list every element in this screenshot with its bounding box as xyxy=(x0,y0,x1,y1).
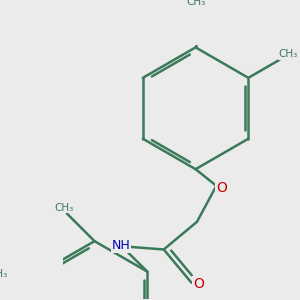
Text: NH: NH xyxy=(112,239,130,252)
Text: CH₃: CH₃ xyxy=(55,203,74,213)
Text: CH₃: CH₃ xyxy=(186,0,205,7)
Text: O: O xyxy=(193,277,204,291)
Text: CH₃: CH₃ xyxy=(0,269,7,279)
Text: CH₃: CH₃ xyxy=(278,49,297,59)
Text: O: O xyxy=(216,181,227,195)
